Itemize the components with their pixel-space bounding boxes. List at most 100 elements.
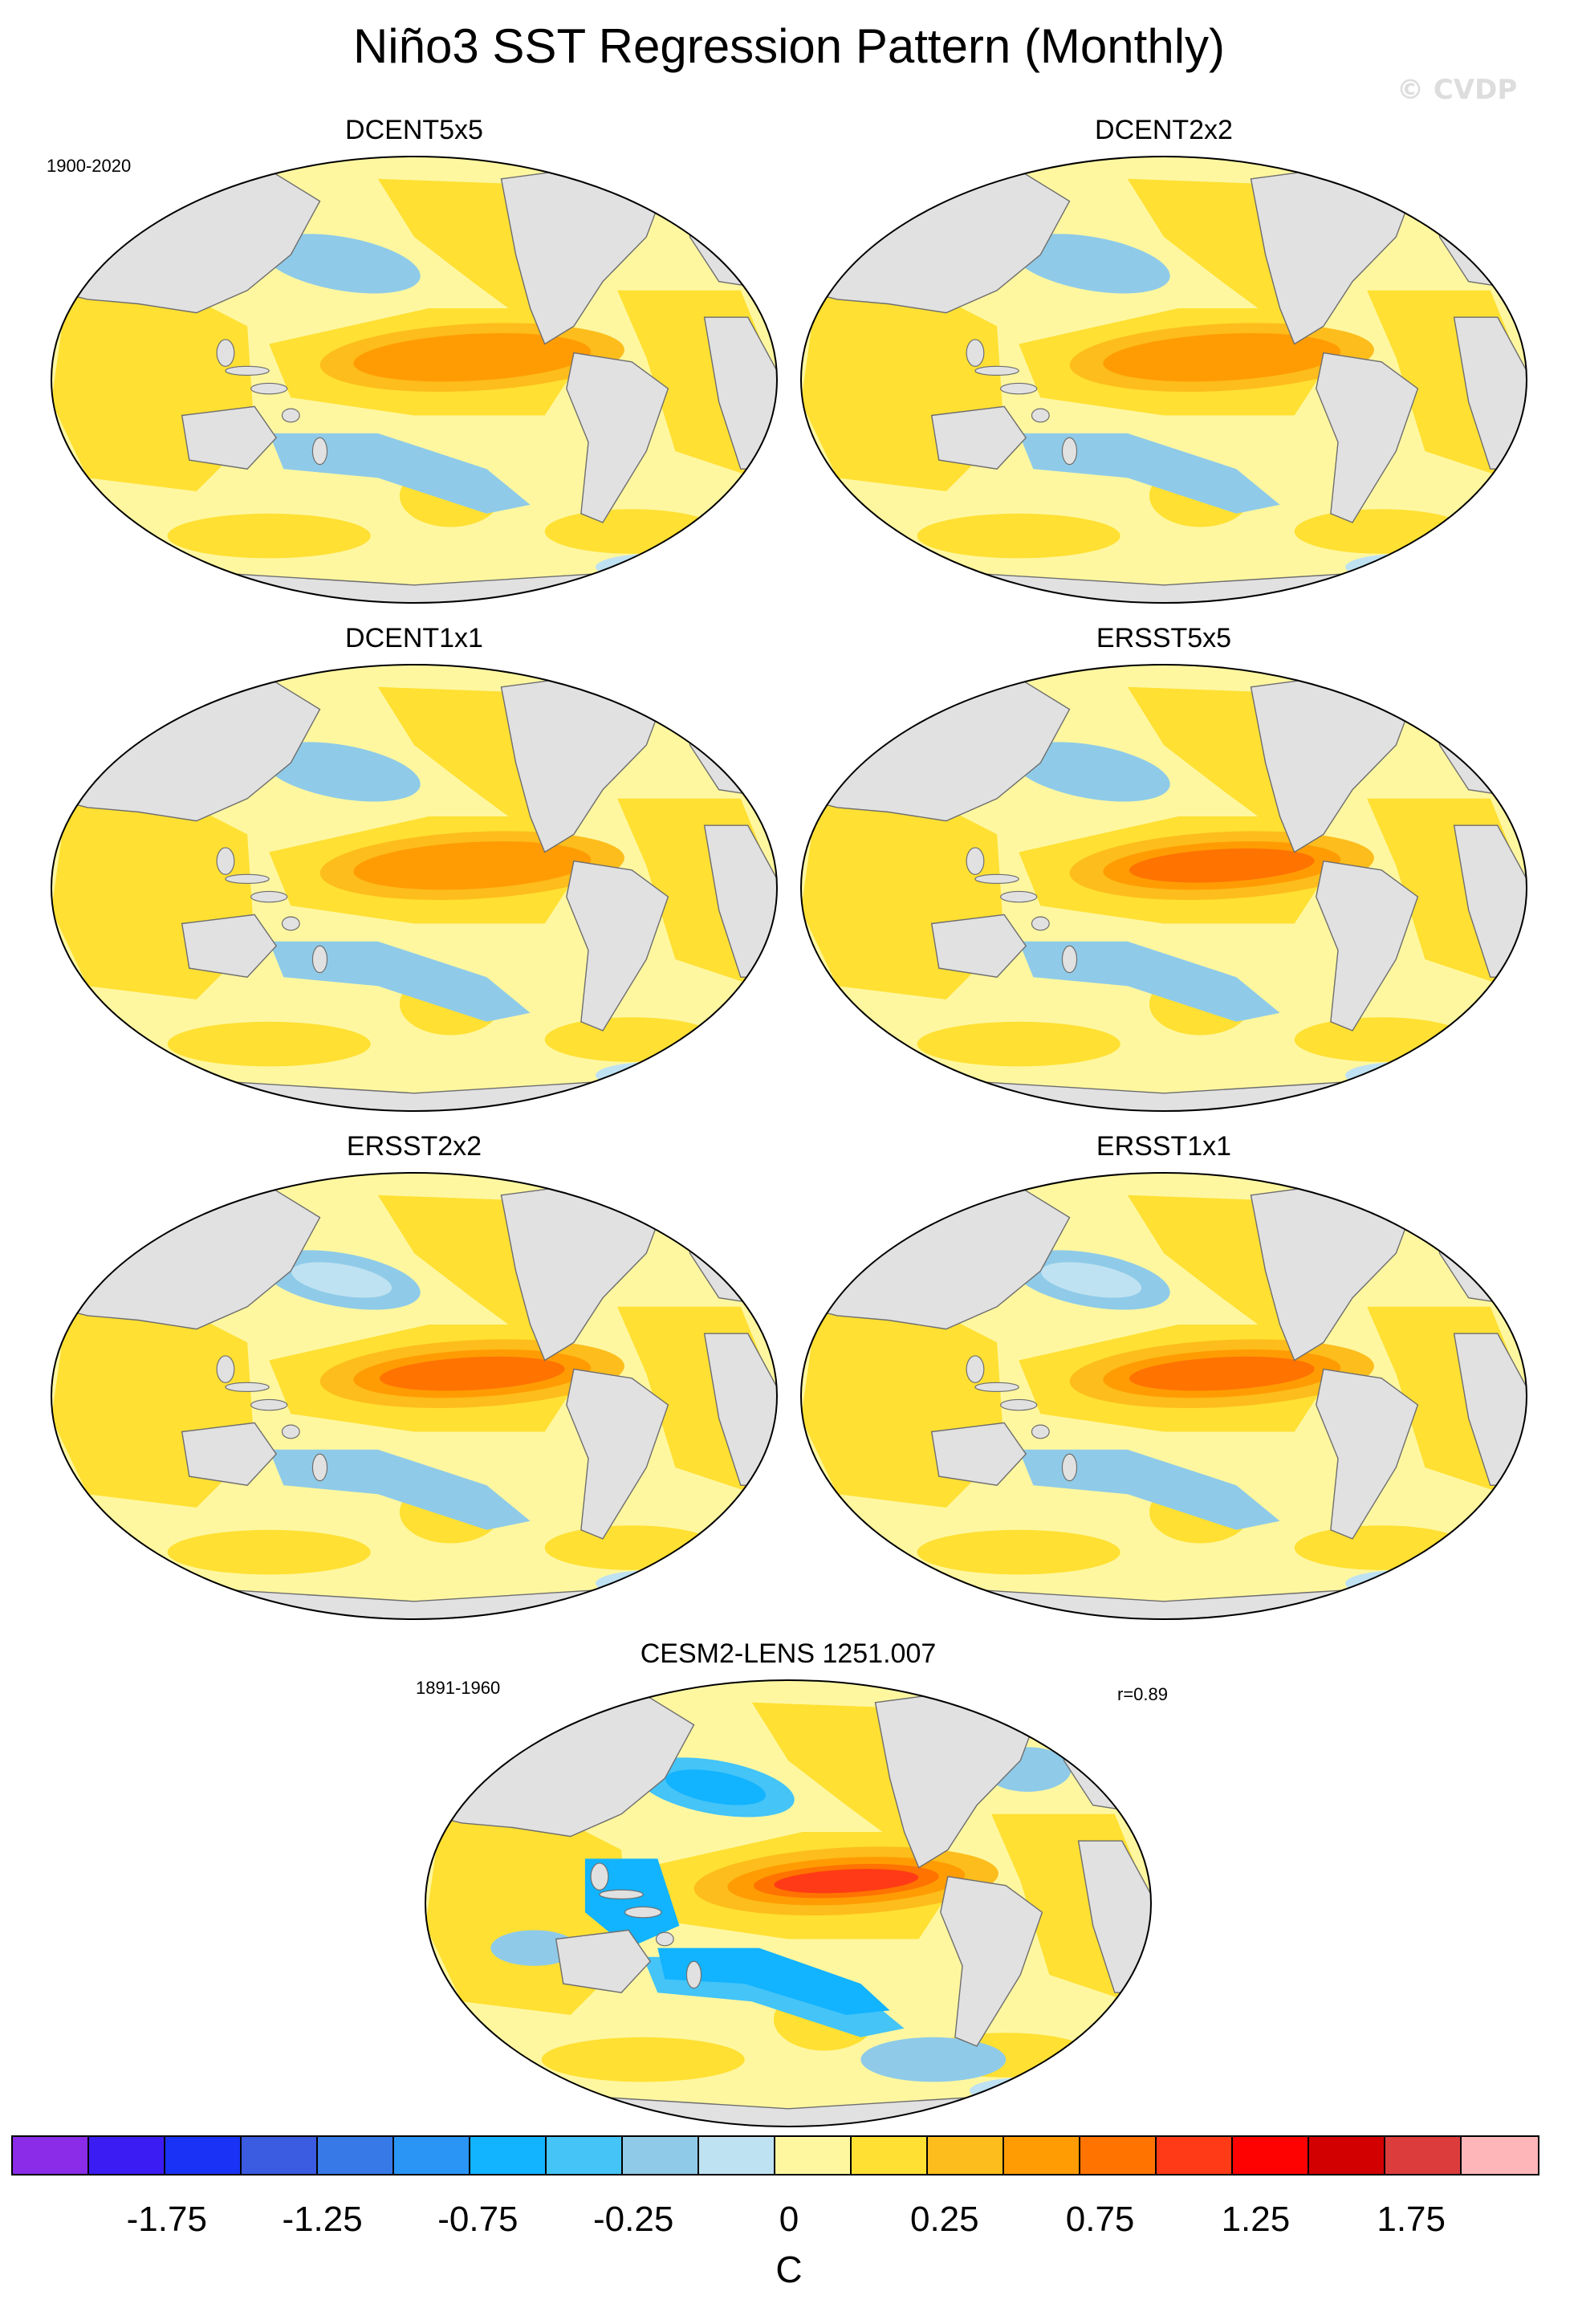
colorbar-tick-label: 0 xyxy=(779,2200,799,2239)
cold-anomaly-region xyxy=(1041,1262,1142,1298)
cold-anomaly-region xyxy=(1012,742,1170,802)
land-mass xyxy=(703,1333,777,1486)
land-mass xyxy=(1366,157,1441,197)
colorbar-swatch xyxy=(89,2137,165,2174)
island xyxy=(1061,437,1078,466)
warm-anomaly-region xyxy=(167,1021,371,1067)
island xyxy=(225,873,270,885)
warm-anomaly-region xyxy=(1294,1525,1469,1570)
cvdp-watermark: © CVDP xyxy=(1397,74,1518,106)
island xyxy=(216,339,235,367)
land-mass xyxy=(703,316,777,470)
warm-anomaly-region xyxy=(167,1529,371,1575)
island xyxy=(250,382,288,395)
sst-regression-map xyxy=(425,1679,1152,2127)
land-mass xyxy=(940,1875,1043,2047)
colorbar-tick-label: 0.25 xyxy=(909,2200,979,2239)
island xyxy=(1031,916,1050,931)
island xyxy=(281,916,300,931)
land-mass xyxy=(1316,352,1419,523)
panel-title: DCENT5x5 xyxy=(345,115,483,145)
colorbar-swatch xyxy=(165,2137,242,2174)
land-mass xyxy=(1453,824,1527,978)
colorbar-tick-label: 1.25 xyxy=(1221,2200,1291,2239)
warm-anomaly-region xyxy=(541,2037,745,2082)
island xyxy=(250,1398,288,1411)
colorbar: -1.75 -1.25 -0.75 -0.25 0 0.25 0.75 1.25 1.75 C xyxy=(11,2135,1567,2304)
land-mass xyxy=(930,405,1027,470)
land-mass xyxy=(1366,1173,1441,1214)
map-frame xyxy=(800,156,1527,604)
island xyxy=(216,847,235,875)
land-mass xyxy=(1453,1333,1527,1486)
warm-anomaly-region xyxy=(917,513,1120,559)
land-mass xyxy=(616,157,691,197)
land-mass xyxy=(566,860,669,1032)
enso-warm-tongue xyxy=(1129,848,1315,883)
land-mass xyxy=(555,1929,652,1993)
colorbar-swatch xyxy=(394,2137,470,2174)
island xyxy=(685,1960,702,1989)
enso-warm-tongue xyxy=(1103,333,1341,382)
colorbar-swatch xyxy=(775,2137,852,2174)
land-mass xyxy=(181,914,278,978)
warm-anomaly-region xyxy=(544,1525,719,1570)
colorbar-swatch xyxy=(242,2137,318,2174)
map-frame xyxy=(51,1172,778,1620)
map-panel-cesm2: CESM2-LENS 1251.007 1891-1960 r=0.89 xyxy=(416,1638,1168,2135)
cold-anomaly-region xyxy=(1019,433,1280,514)
island xyxy=(966,339,985,367)
sst-regression-map xyxy=(51,1172,778,1620)
colorbar-tick-label: -0.25 xyxy=(593,2200,674,2239)
land-mass xyxy=(1453,316,1527,470)
warm-anomaly-region xyxy=(917,1529,1120,1575)
island xyxy=(1000,890,1038,903)
land-mass xyxy=(1077,1840,1151,1993)
colorbar-swatch xyxy=(1385,2137,1462,2174)
island xyxy=(655,1931,674,1947)
figure-title: Niño3 SST Regression Pattern (Monthly) xyxy=(352,19,1226,73)
colorbar-swatch xyxy=(928,2137,1004,2174)
warm-anomaly-region xyxy=(1294,509,1469,554)
warm-anomaly-region xyxy=(167,513,371,559)
land-mass xyxy=(566,352,669,523)
enso-warm-tongue xyxy=(774,1869,919,1894)
warm-anomaly-region xyxy=(1294,1017,1469,1062)
sst-regression-map xyxy=(51,156,778,604)
cold-anomaly-region xyxy=(269,941,531,1022)
panel-title: ERSST5x5 xyxy=(1096,623,1232,653)
colorbar-tick-label: -1.25 xyxy=(282,2200,363,2239)
island xyxy=(311,945,328,974)
panel-title: ERSST1x1 xyxy=(1096,1131,1232,1162)
land-mass xyxy=(1316,1368,1419,1540)
map-frame xyxy=(800,664,1527,1112)
island xyxy=(225,1382,270,1393)
colorbar-swatch xyxy=(1309,2137,1385,2174)
sst-regression-map xyxy=(800,156,1527,604)
map-panel-ersst2x2: ERSST2x2 xyxy=(45,1130,783,1628)
map-frame xyxy=(425,1679,1152,2127)
map-panel-dcent1x1: DCENT1x1 xyxy=(45,622,783,1120)
island xyxy=(1061,945,1078,974)
panel-title: DCENT1x1 xyxy=(345,623,483,653)
cold-anomaly-region xyxy=(1019,941,1280,1022)
land-mass xyxy=(616,665,691,706)
island xyxy=(974,873,1019,885)
panel-title: ERSST2x2 xyxy=(346,1131,482,1162)
colorbar-swatch xyxy=(699,2137,775,2174)
island xyxy=(590,1862,609,1891)
period-label: 1891-1960 xyxy=(416,1678,501,1698)
pattern-correlation-label: r=0.89 xyxy=(1117,1684,1168,1704)
land-mass xyxy=(990,1680,1065,1721)
land-mass xyxy=(616,1173,691,1214)
island xyxy=(966,1355,985,1383)
period-label: 1900-2020 xyxy=(47,156,132,176)
colorbar-tick-label: 1.75 xyxy=(1377,2200,1446,2239)
land-mass xyxy=(930,1422,1027,1486)
cold-anomaly-region xyxy=(657,1948,890,2015)
colorbar-swatches xyxy=(11,2135,1539,2175)
warm-anomaly-region xyxy=(544,1017,719,1062)
colorbar-swatch xyxy=(1462,2137,1538,2174)
map-panel-ersst5x5: ERSST5x5 xyxy=(795,622,1533,1120)
colorbar-swatch xyxy=(470,2137,547,2174)
